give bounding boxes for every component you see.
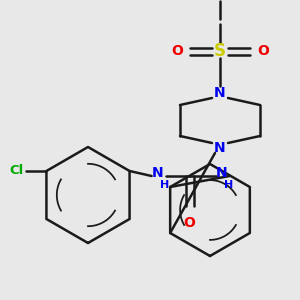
Text: O: O: [257, 44, 269, 58]
Text: N: N: [152, 166, 164, 180]
Text: N: N: [214, 141, 226, 155]
Text: Cl: Cl: [9, 164, 23, 178]
Text: O: O: [184, 216, 196, 230]
Text: H: H: [224, 180, 233, 190]
Text: S: S: [214, 42, 226, 60]
Text: H: H: [160, 180, 169, 190]
Text: N: N: [214, 86, 226, 100]
Text: N: N: [216, 166, 227, 180]
Text: O: O: [171, 44, 183, 58]
